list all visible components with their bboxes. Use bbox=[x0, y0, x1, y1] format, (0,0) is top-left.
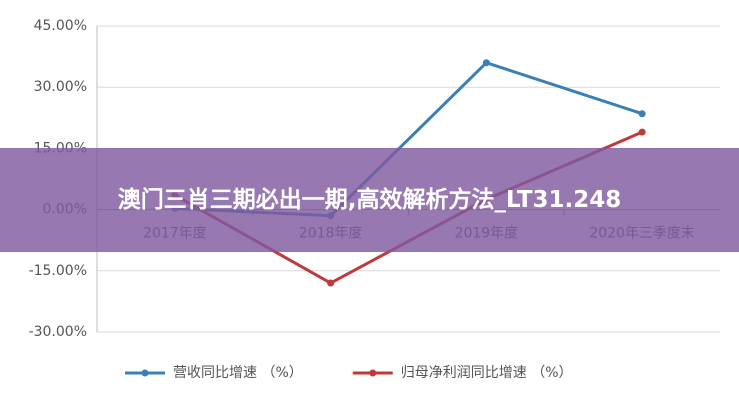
point bbox=[327, 279, 335, 287]
y-tick-label: -30.00% bbox=[29, 324, 87, 340]
legend-label: 营收同比增速 （%） bbox=[173, 365, 303, 381]
y-tick-label: -15.00% bbox=[29, 263, 87, 279]
point bbox=[482, 59, 490, 67]
legend-label: 归母净利润同比增速 （%） bbox=[401, 364, 573, 381]
point bbox=[638, 128, 646, 136]
point bbox=[638, 110, 646, 118]
legend-marker bbox=[141, 369, 149, 377]
legend-marker bbox=[369, 369, 377, 377]
y-tick-label: 30.00% bbox=[34, 79, 87, 95]
y-tick-label: 45.00% bbox=[34, 18, 87, 34]
banner: 澳门三肖三期必出一期,高效解析方法_LT31.248 bbox=[0, 148, 739, 252]
banner-text: 澳门三肖三期必出一期,高效解析方法_LT31.248 bbox=[117, 187, 622, 213]
